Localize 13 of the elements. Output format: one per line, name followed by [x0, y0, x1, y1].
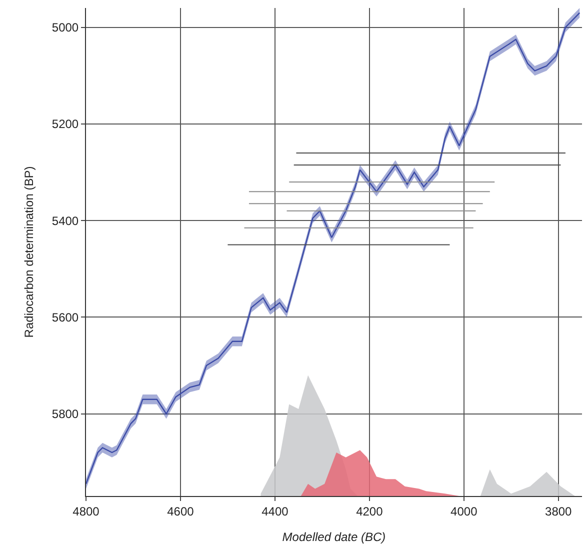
y-tick-label: 5400 — [52, 214, 79, 228]
y-tick-label: 5600 — [52, 310, 79, 324]
x-tick-label: 4600 — [167, 504, 194, 518]
x-tick-label: 4200 — [356, 504, 384, 518]
y-tick-label: 5800 — [52, 407, 79, 422]
x-tick-label: 4800 — [72, 504, 100, 518]
x-axis-title: Modelled date (BC) — [282, 530, 386, 544]
y-tick-label: 5200 — [52, 117, 79, 132]
x-tick-label: 4000 — [450, 504, 478, 518]
x-tick-label: 4400 — [262, 504, 289, 518]
y-axis-title: Radiocarbon determination (BP) — [22, 166, 36, 338]
y-tick-label: 5000 — [52, 20, 79, 35]
x-tick-label: 3800 — [545, 504, 572, 518]
